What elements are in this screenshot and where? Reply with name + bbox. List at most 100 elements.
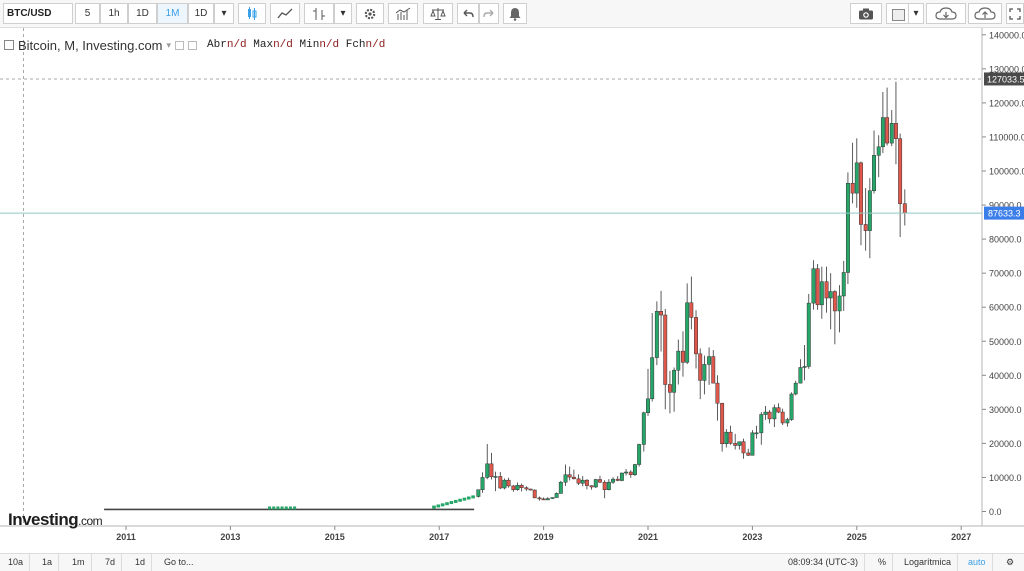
candle bbox=[711, 356, 716, 384]
candle bbox=[624, 471, 629, 474]
y-tick-label: 30000.0 bbox=[989, 405, 1022, 415]
candle bbox=[511, 485, 516, 490]
close-square-icon[interactable] bbox=[188, 40, 198, 50]
candle bbox=[715, 382, 720, 404]
bar-chart-icon[interactable] bbox=[304, 3, 334, 24]
log-scale-toggle[interactable]: Logarítmica bbox=[898, 554, 959, 571]
candle bbox=[563, 474, 568, 483]
percent-toggle[interactable]: % bbox=[872, 554, 894, 571]
line-chart-icon[interactable] bbox=[270, 3, 300, 24]
layout-icon[interactable] bbox=[886, 3, 910, 24]
auto-scale-toggle[interactable]: auto bbox=[962, 554, 993, 571]
y-tick-label: 90000.0 bbox=[989, 201, 1022, 211]
legend-options-icon[interactable]: ▾ bbox=[166, 39, 172, 50]
range-1m-button[interactable]: 1m bbox=[66, 554, 92, 571]
candle bbox=[619, 472, 624, 481]
indicators-icon[interactable] bbox=[388, 3, 418, 24]
x-tick-label: 2025 bbox=[847, 532, 867, 542]
price-markers: 127033.5 87633.3 bbox=[0, 72, 1024, 220]
high-label: Max bbox=[253, 39, 274, 51]
price-chart[interactable]: 0.0 10000.0 20000.0 30000.0 40000.0 50000.0 60… bbox=[0, 28, 1024, 551]
candle bbox=[832, 291, 837, 312]
x-tick-label: 2021 bbox=[638, 532, 658, 542]
candle bbox=[889, 123, 894, 144]
range-1y-button[interactable]: 1a bbox=[36, 554, 60, 571]
symbol-input[interactable]: BTC/USD bbox=[3, 3, 73, 24]
candle bbox=[272, 506, 276, 510]
cloud-download-icon[interactable] bbox=[926, 3, 966, 24]
candle bbox=[663, 314, 668, 385]
candle bbox=[854, 162, 859, 194]
candle bbox=[458, 498, 462, 502]
candles-layer bbox=[476, 81, 907, 501]
interval-1h-button[interactable]: 1h bbox=[100, 3, 128, 24]
open-label: Abr bbox=[207, 39, 227, 51]
y-tick-label: 50000.0 bbox=[989, 337, 1022, 347]
candle bbox=[476, 489, 481, 497]
candle bbox=[432, 505, 436, 509]
chart-type-dropdown-icon[interactable]: ▾ bbox=[334, 3, 352, 24]
open-value: n/d bbox=[226, 39, 247, 51]
compare-scale-icon[interactable] bbox=[423, 3, 453, 24]
candle bbox=[480, 477, 485, 490]
x-tick-label: 2011 bbox=[116, 532, 136, 542]
close-value: n/d bbox=[365, 39, 386, 51]
crosshair-price-badge bbox=[984, 72, 1024, 86]
layout-dropdown-icon[interactable]: ▾ bbox=[908, 3, 924, 24]
camera-icon[interactable] bbox=[850, 3, 882, 24]
candle bbox=[772, 407, 777, 420]
candle bbox=[650, 357, 655, 400]
candle bbox=[667, 384, 672, 393]
x-tick-label: 2019 bbox=[534, 532, 554, 542]
candle bbox=[702, 364, 707, 381]
interval-1d-button[interactable]: 1D bbox=[128, 3, 157, 24]
fullscreen-icon[interactable] bbox=[1006, 3, 1024, 24]
settings-square-icon[interactable] bbox=[175, 40, 185, 50]
close-label: Fch bbox=[345, 39, 366, 51]
collapse-legend-icon[interactable] bbox=[4, 40, 14, 50]
candle bbox=[498, 476, 503, 489]
interval-dropdown-button[interactable]: 1D bbox=[188, 3, 214, 24]
gear-icon[interactable]: ⚙ bbox=[1006, 557, 1015, 567]
candle bbox=[545, 498, 550, 501]
candle bbox=[280, 506, 284, 510]
candle bbox=[872, 155, 876, 191]
goto-button[interactable]: Go to... bbox=[164, 557, 194, 567]
undo-icon[interactable] bbox=[457, 3, 479, 24]
candle bbox=[867, 190, 872, 231]
candle bbox=[898, 138, 903, 204]
candle bbox=[440, 503, 445, 507]
candle bbox=[641, 412, 646, 445]
candle bbox=[606, 481, 611, 490]
candle bbox=[462, 497, 467, 501]
candle bbox=[806, 302, 811, 367]
candle bbox=[793, 382, 798, 395]
candle bbox=[880, 117, 885, 148]
grid-layer bbox=[0, 28, 1024, 527]
interval-5m-button[interactable]: 5 bbox=[75, 3, 100, 24]
candle bbox=[894, 123, 898, 139]
candle bbox=[815, 268, 820, 306]
candle bbox=[532, 489, 537, 499]
gear-icon[interactable] bbox=[356, 3, 384, 24]
candle bbox=[493, 476, 498, 478]
candle bbox=[276, 506, 280, 510]
chevron-down-icon[interactable]: ▾ bbox=[214, 3, 234, 24]
candle bbox=[676, 350, 681, 371]
bottom-bar: 10a 1a 1m 7d 1d Go to... 08:09:34 (UTC-3… bbox=[0, 553, 1024, 571]
range-1d-button[interactable]: 1d bbox=[129, 554, 153, 571]
candle bbox=[515, 485, 520, 490]
candle bbox=[685, 302, 690, 363]
alert-icon[interactable] bbox=[503, 3, 527, 24]
candles-icon[interactable] bbox=[238, 3, 266, 24]
range-10y-button[interactable]: 10a bbox=[2, 554, 31, 571]
early-price-series bbox=[104, 495, 475, 511]
y-tick-label: 20000.0 bbox=[989, 439, 1022, 449]
x-tick-label: 2017 bbox=[429, 532, 449, 542]
y-tick-label: 100000.0 bbox=[989, 167, 1024, 177]
range-7d-button[interactable]: 7d bbox=[99, 554, 123, 571]
redo-icon[interactable] bbox=[479, 3, 499, 24]
cloud-upload-icon[interactable] bbox=[968, 3, 1002, 24]
interval-1m-button[interactable]: 1M bbox=[157, 3, 188, 24]
candle bbox=[850, 183, 855, 194]
